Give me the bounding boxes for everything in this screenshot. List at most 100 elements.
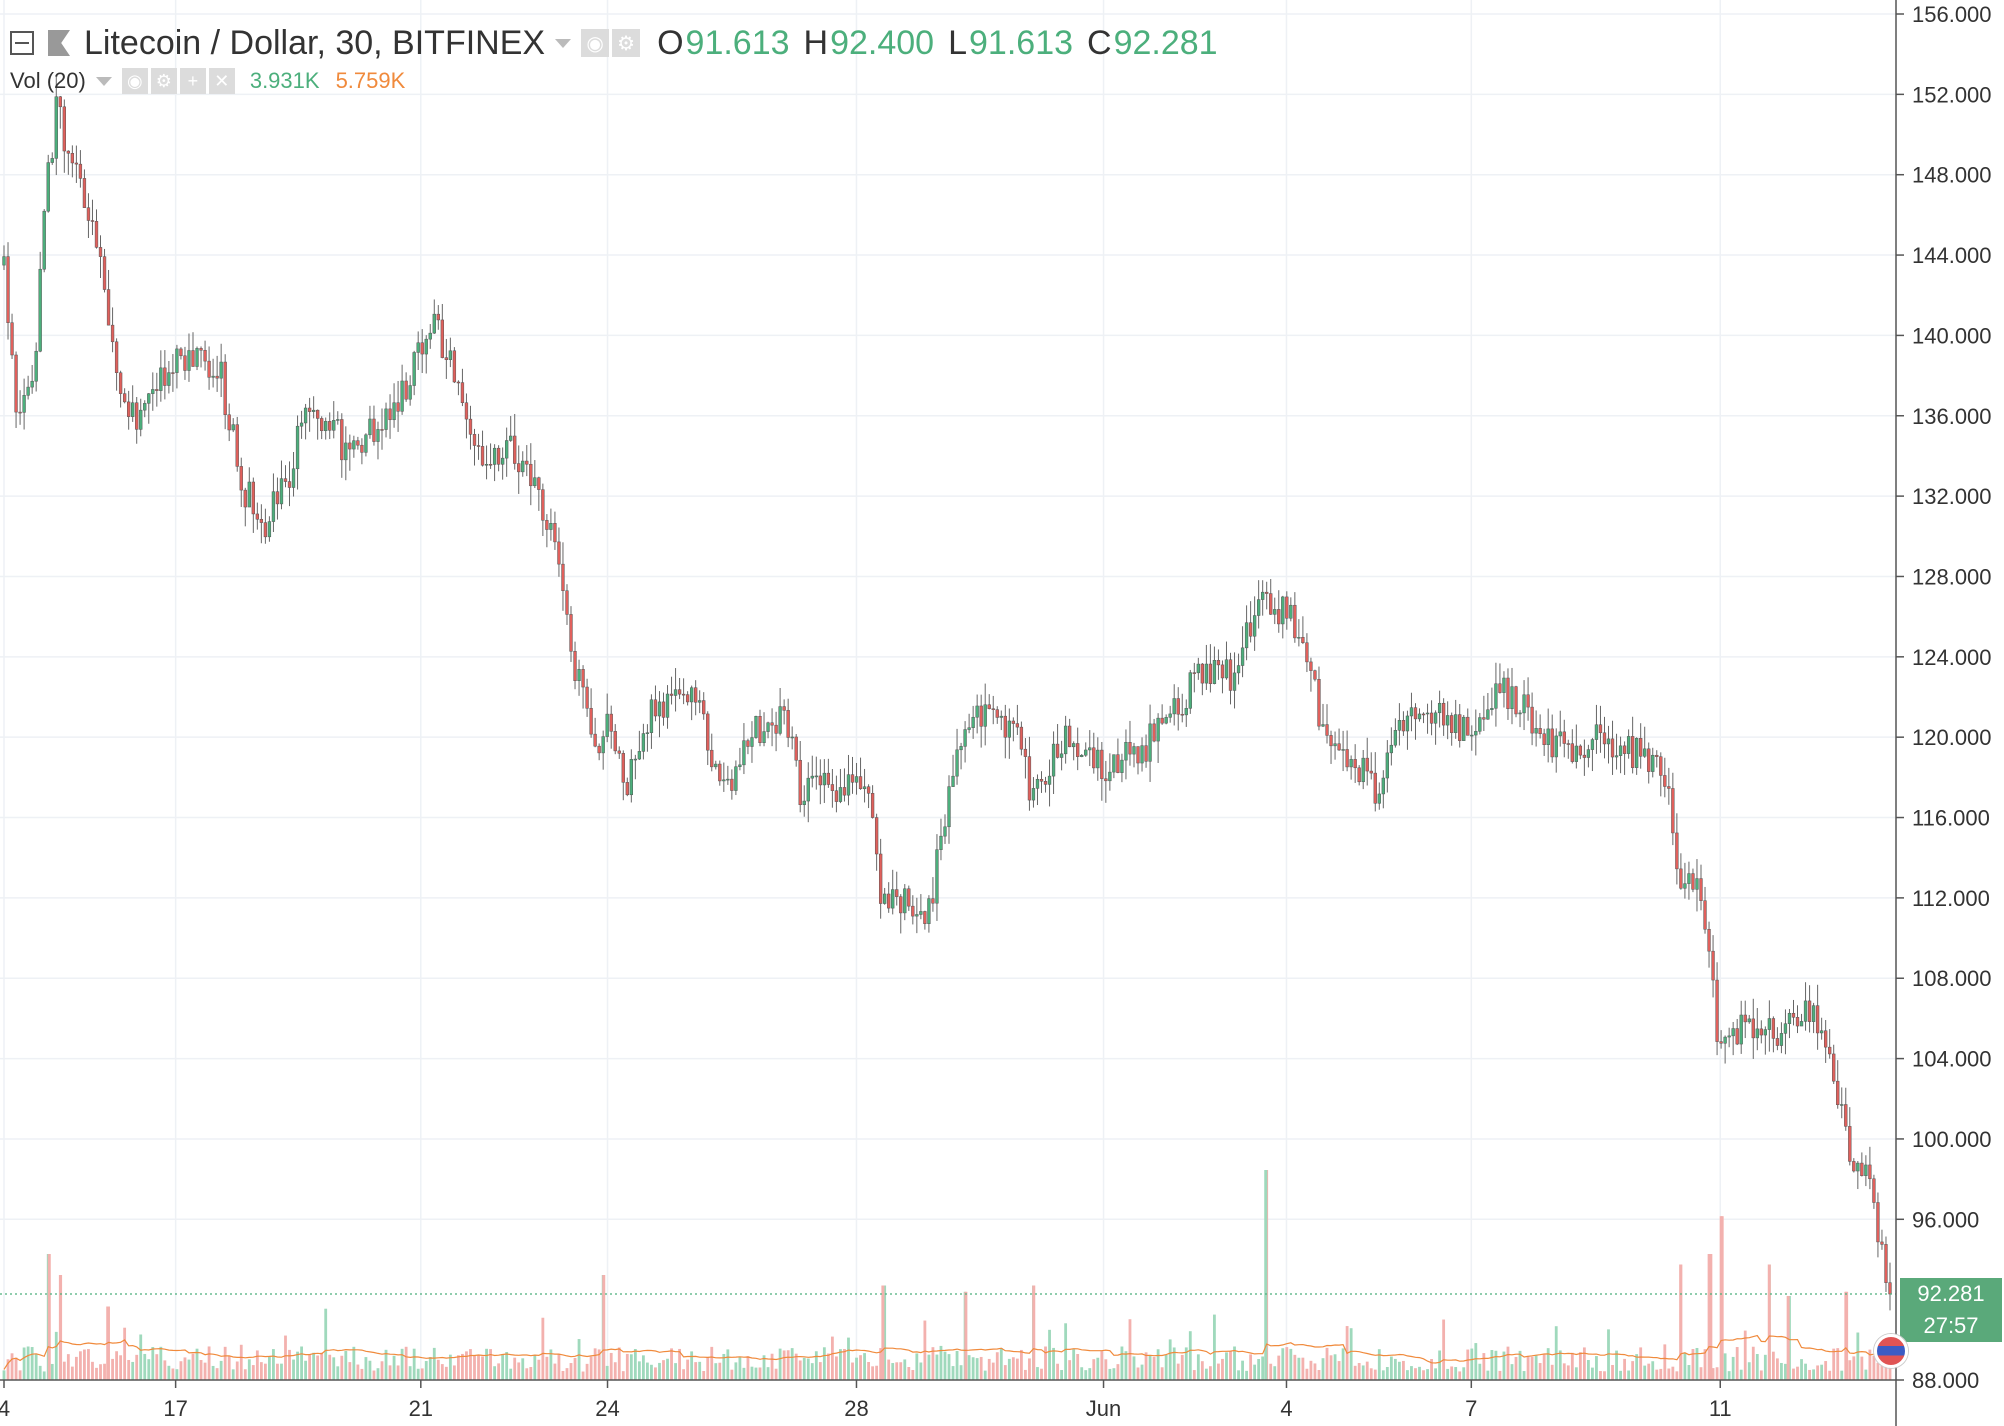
volume-bar — [91, 1361, 94, 1380]
volume-bar — [444, 1366, 448, 1380]
eye-icon[interactable]: ◉ — [581, 29, 610, 57]
volume-bar — [336, 1366, 340, 1380]
plus-icon[interactable]: + — [179, 68, 206, 94]
volume-bar — [79, 1351, 82, 1380]
price-candles — [2, 76, 1892, 1311]
volume-bar — [1751, 1346, 1755, 1380]
volume-bar — [1522, 1371, 1526, 1380]
volume-bar — [734, 1362, 738, 1380]
volume-bar — [1707, 1254, 1711, 1380]
volume-bar — [814, 1351, 818, 1380]
close-icon[interactable]: ✕ — [208, 68, 235, 94]
candle-body — [810, 775, 814, 779]
volume-bar — [525, 1368, 529, 1380]
volume-bar — [452, 1365, 456, 1380]
volume-ma-line — [3, 1334, 1891, 1370]
volume-bar — [742, 1367, 746, 1380]
candle-body — [874, 817, 879, 855]
candle-body — [1707, 928, 1711, 952]
volume-bar — [416, 1368, 420, 1380]
volume-bar — [617, 1347, 621, 1380]
candle-body — [1104, 778, 1108, 782]
volume-bar — [131, 1361, 135, 1380]
volume-bar — [565, 1368, 569, 1380]
volume-bar — [1124, 1351, 1128, 1380]
price-tick-label: 120.000 — [1912, 725, 1992, 750]
candle-body — [1715, 979, 1719, 1042]
volume-bar — [609, 1352, 613, 1380]
candle-body — [440, 319, 444, 358]
candle-body — [1679, 868, 1683, 889]
ohlc-high-value: 92.400 — [830, 23, 935, 62]
candle-body — [340, 419, 344, 461]
volume-bar — [1003, 1365, 1007, 1380]
gear-icon[interactable]: ⚙ — [150, 68, 177, 94]
volume-bar — [714, 1363, 718, 1380]
candle-body — [1558, 731, 1562, 737]
volume-bar — [557, 1354, 561, 1380]
volume-bar — [1655, 1369, 1659, 1380]
candle-body — [730, 778, 734, 791]
volume-bar — [1703, 1349, 1707, 1380]
volume-bar — [1080, 1367, 1084, 1380]
candle-body — [159, 367, 163, 391]
volume-bar — [1341, 1348, 1345, 1380]
candle-body — [569, 614, 573, 652]
volume-bar — [1832, 1348, 1836, 1380]
candle-body — [1433, 712, 1438, 724]
candle-body — [287, 481, 292, 488]
volume-bar — [903, 1359, 907, 1380]
volume-bar — [722, 1353, 726, 1380]
chevron-down-icon[interactable] — [95, 76, 112, 86]
candle-body — [798, 759, 802, 805]
candle-body — [983, 704, 987, 727]
candle-body — [1795, 1017, 1800, 1027]
candle-body — [139, 409, 143, 430]
volume-bar — [561, 1370, 565, 1380]
volume-bar — [320, 1352, 324, 1380]
volume-bar — [424, 1361, 428, 1380]
volume-bar — [1245, 1370, 1248, 1380]
candle-body — [899, 896, 903, 914]
volume-bar — [686, 1359, 690, 1380]
volume-bar — [682, 1369, 686, 1380]
candle-body — [1088, 747, 1092, 751]
volume-bar — [1385, 1367, 1389, 1380]
gear-icon[interactable]: ⚙ — [612, 29, 641, 57]
flag-icon[interactable] — [48, 30, 70, 56]
volume-bar — [1546, 1348, 1550, 1380]
candle-body — [1458, 714, 1462, 741]
volume-bar — [1784, 1363, 1787, 1380]
volume-bar — [883, 1285, 887, 1380]
candle-body — [521, 460, 525, 473]
collapse-icon[interactable] — [10, 31, 34, 55]
volume-bar — [593, 1348, 597, 1380]
candle-body — [1630, 736, 1635, 768]
candle-body — [1799, 1021, 1804, 1027]
volume-bar — [1389, 1356, 1393, 1380]
volume-bar — [541, 1317, 545, 1380]
price-tick-label: 156.000 — [1912, 2, 1992, 27]
flag-globe-icon[interactable] — [1874, 1334, 1908, 1368]
candle-body — [1228, 659, 1233, 691]
candle-body — [537, 477, 541, 490]
eye-icon[interactable]: ◉ — [121, 68, 148, 94]
volume-bar — [14, 1357, 18, 1380]
volume-bar — [1221, 1358, 1224, 1380]
volume-bar — [533, 1354, 537, 1380]
volume-bar — [239, 1344, 243, 1380]
candle-body — [1643, 748, 1647, 757]
volume-bar — [1148, 1355, 1152, 1380]
candle-body — [774, 724, 778, 734]
chevron-down-icon[interactable] — [555, 38, 572, 48]
volume-bar — [786, 1350, 790, 1380]
candle-body — [1409, 707, 1414, 717]
candle-body — [613, 731, 617, 752]
candle-body — [219, 361, 223, 379]
volume-bar — [127, 1359, 131, 1380]
candle-body — [718, 763, 722, 782]
candle-body — [1301, 637, 1305, 643]
candle-body — [1156, 717, 1160, 742]
candle-body — [175, 348, 179, 373]
